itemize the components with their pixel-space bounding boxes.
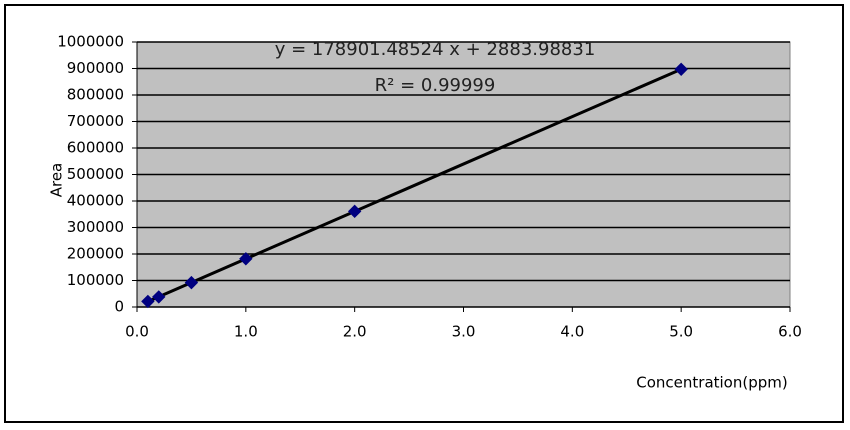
y-tick-label: 300000 <box>67 218 124 236</box>
data-point <box>347 204 362 219</box>
y-tick-label: 400000 <box>67 192 124 210</box>
y-tick-label: 600000 <box>67 139 124 157</box>
x-tick-label: 6.0 <box>778 323 802 341</box>
y-tick-label: 900000 <box>67 59 124 77</box>
data-point <box>674 62 688 77</box>
y-tick-label: 700000 <box>67 112 124 130</box>
x-tick-label: 4.0 <box>560 323 584 341</box>
data-point <box>141 294 155 309</box>
x-tick-label: 0.0 <box>125 323 149 341</box>
equation: y = 178901.48524 x + 2883.98831 <box>275 39 596 60</box>
y-tick-label: 200000 <box>67 245 124 263</box>
x-tick-label: 1.0 <box>234 323 258 341</box>
x-tick-label: 3.0 <box>452 323 476 341</box>
y-tick-label: 800000 <box>67 86 124 104</box>
y-tick-label: 500000 <box>67 165 124 183</box>
x-axis-label: Concentration(ppm) <box>636 374 787 392</box>
x-tick-label: 2.0 <box>343 323 367 341</box>
data-point <box>239 252 253 266</box>
x-tick-label: 5.0 <box>669 323 693 341</box>
r-squared: R² = 0.99999 <box>375 75 496 96</box>
y-tick-label: 0 <box>114 298 124 316</box>
y-axis-label: Area <box>48 163 66 198</box>
data-point <box>184 275 199 290</box>
data-point <box>152 290 166 304</box>
trendline <box>147 67 682 303</box>
y-tick-label: 100000 <box>67 271 124 289</box>
y-tick-label: 1000000 <box>57 33 124 51</box>
